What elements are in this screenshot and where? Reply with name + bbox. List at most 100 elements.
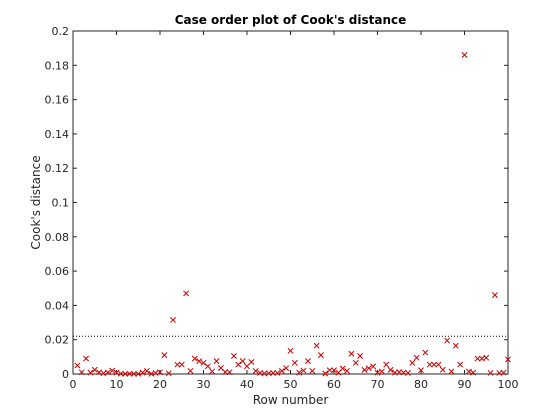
data-point [461,52,468,58]
data-point [143,367,150,374]
data-point [252,367,259,374]
data-point [483,354,490,361]
data-point [304,358,311,365]
data-point [83,355,90,362]
y-tick-label: 0.08 [45,231,70,244]
data-point [500,369,507,376]
y-tick-label: 0.1 [52,197,70,210]
data-point [204,363,211,370]
data-point [287,347,294,354]
data-point [135,370,142,377]
data-point [404,370,411,376]
y-tick-label: 0.18 [45,59,70,72]
data-point [352,359,359,366]
data-point [78,369,85,376]
data-point [230,353,237,359]
data-point [148,370,155,377]
data-point [365,365,372,372]
y-tick-label: 0.06 [45,265,70,278]
x-tick-label: 10 [110,378,124,391]
y-tick-label: 0.12 [45,162,70,175]
data-point [348,350,355,357]
data-point [431,361,438,368]
data-point [165,370,172,377]
data-point [452,342,459,349]
axis-ticks [72,30,509,375]
data-point [465,368,472,375]
data-point [122,370,129,377]
y-tick-label: 0.02 [45,334,70,347]
data-point [161,352,168,359]
x-tick-label: 0 [70,378,77,391]
data-point [322,370,329,377]
data-point [309,367,316,374]
data-point [96,369,103,376]
plot-area [72,30,509,375]
data-point [474,355,481,362]
data-point [313,342,320,349]
data-point [191,355,198,362]
data-point [274,370,281,376]
data-point [248,359,255,365]
chart-title: Case order plot of Cook's distance [175,13,407,27]
data-point [239,358,246,365]
data-point [317,352,324,359]
x-tick-label: 80 [414,378,428,391]
x-tick-label: 50 [284,378,298,391]
data-point [183,290,190,297]
data-point [344,367,351,374]
data-point [196,358,203,365]
data-point [413,354,420,361]
x-tick-label: 30 [197,378,211,391]
y-tick-label: 0.14 [45,128,70,141]
data-point [213,358,220,365]
data-point [357,353,364,359]
x-tick-label: 40 [240,378,254,391]
data-point [291,359,298,366]
data-point [100,370,107,377]
x-tick-label: 60 [327,378,341,391]
data-point [278,367,285,374]
data-point [126,370,133,377]
y-tick-label: 0.16 [45,94,70,107]
data-point [187,367,194,374]
data-point [283,365,290,372]
data-point [87,369,94,376]
data-point [361,366,368,373]
data-point [170,317,177,323]
data-point [300,367,307,374]
data-point [374,369,381,376]
data-point [470,369,477,376]
x-tick-label: 90 [458,378,472,391]
data-point [339,365,346,372]
data-point [409,359,416,366]
data-point [448,368,455,375]
data-point [139,369,146,376]
x-tick-label: 100 [498,378,519,391]
data-point [505,356,511,363]
data-point [378,368,385,375]
x-tick-label: 70 [371,378,385,391]
data-point [387,366,394,373]
data-point [113,369,120,376]
data-point [235,361,242,368]
data-point [426,361,433,368]
data-point [130,370,137,377]
axis-tick-labels: 0 10 20 30 40 50 60 70 80 90 100 0 0.02 0.04 0.06 0.08 0… [45,25,519,391]
y-tick-label: 0 [62,368,69,381]
data-point [457,361,464,368]
data-point [491,292,498,299]
data-point [383,361,390,368]
data-point [435,361,442,368]
data-point [370,363,377,370]
y-tick-label: 0.2 [52,25,70,38]
data-point [418,367,424,374]
y-tick-label: 0.04 [45,299,70,312]
data-point [209,368,216,375]
x-axis-label: Row number [253,393,329,407]
data-point [487,370,494,376]
data-point [270,370,277,376]
x-tick-label: 20 [153,378,167,391]
data-point [74,362,81,369]
